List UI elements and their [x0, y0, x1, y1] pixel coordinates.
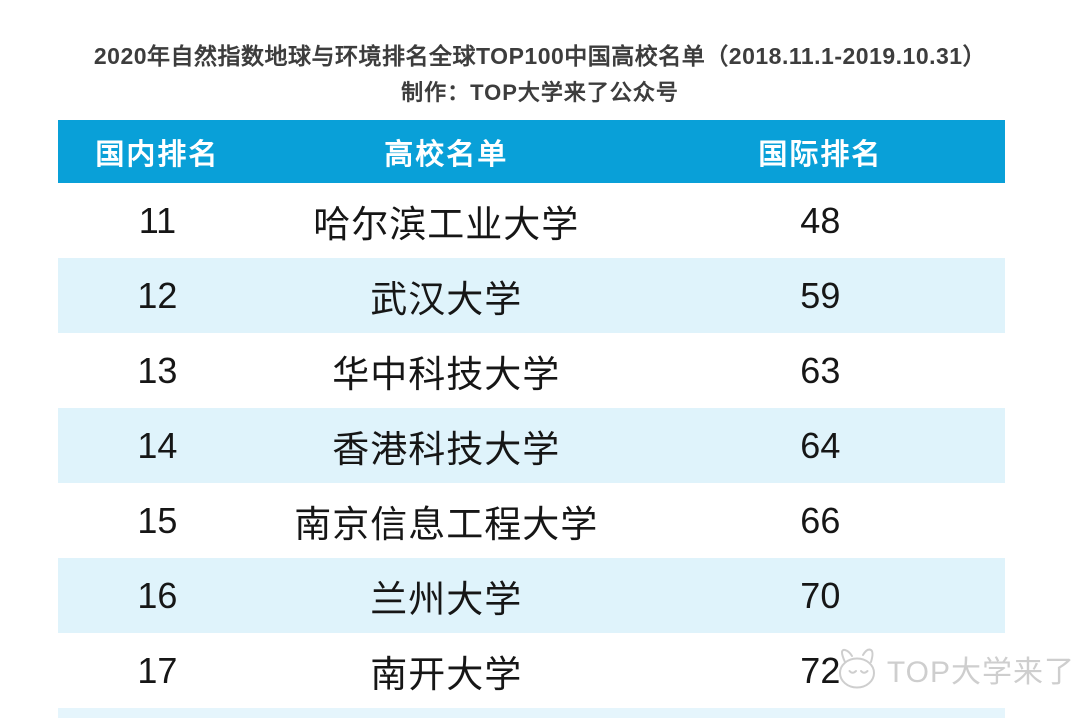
table-row: 12 武汉大学 59 — [58, 258, 1005, 333]
table-row: 16 兰州大学 70 — [58, 558, 1005, 633]
table-header-row: 国内排名 高校名单 国际排名 — [58, 120, 1005, 183]
table-row: 13 华中科技大学 63 — [58, 333, 1005, 408]
cell-international-rank: 64 — [800, 424, 841, 466]
cell-international-rank: 48 — [800, 199, 841, 241]
cell-university: 武汉大学 — [370, 278, 523, 320]
page-title: 2020年自然指数地球与环境排名全球TOP100中国高校名单（2018.11.1… — [93, 43, 987, 69]
cell-domestic-rank: 13 — [137, 349, 178, 391]
cell-domestic-rank: 11 — [138, 199, 177, 241]
cell-university: 兰州大学 — [370, 578, 523, 620]
cell-domestic-rank: 16 — [137, 574, 178, 616]
cell-university: 华中科技大学 — [332, 353, 561, 395]
cell-international-rank: 59 — [800, 274, 841, 316]
partial-next-row — [58, 708, 1005, 718]
ranking-table: 国内排名 高校名单 国际排名 11 哈尔滨工业大学 48 12 武汉大学 59 … — [58, 120, 1005, 718]
cell-international-rank: 72 — [800, 649, 841, 691]
cell-domestic-rank: 17 — [137, 649, 178, 691]
column-header-domestic-rank: 国内排名 — [95, 138, 220, 171]
column-header-international-rank: 国际排名 — [758, 138, 883, 171]
cell-international-rank: 70 — [800, 574, 841, 616]
cell-university: 南开大学 — [370, 653, 523, 695]
cell-international-rank: 66 — [800, 499, 841, 541]
cell-domestic-rank: 14 — [137, 424, 178, 466]
table-row: 15 南京信息工程大学 66 — [58, 483, 1005, 558]
table-row: 17 南开大学 72 — [58, 633, 1005, 708]
cell-university: 香港科技大学 — [332, 428, 561, 470]
table-row: 14 香港科技大学 64 — [58, 408, 1005, 483]
cell-university: 哈尔滨工业大学 — [313, 203, 580, 245]
page-subtitle: 制作：TOP大学来了公众号 — [401, 80, 679, 105]
cell-domestic-rank: 15 — [137, 499, 178, 541]
cell-domestic-rank: 12 — [137, 274, 178, 316]
cell-university: 南京信息工程大学 — [294, 503, 599, 545]
cell-international-rank: 63 — [800, 349, 841, 391]
table-row: 11 哈尔滨工业大学 48 — [58, 183, 1005, 258]
column-header-university: 高校名单 — [384, 138, 509, 171]
